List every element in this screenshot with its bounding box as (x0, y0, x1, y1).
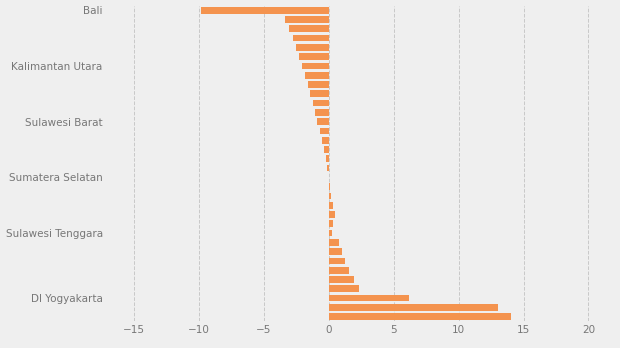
Bar (329, 248, 342, 255)
Bar (329, 258, 345, 264)
Bar (329, 193, 332, 199)
Bar (299, 53, 329, 60)
Bar (329, 295, 409, 301)
Bar (329, 276, 353, 283)
Bar (329, 211, 335, 218)
Bar (326, 156, 329, 162)
Bar (329, 202, 333, 208)
Bar (317, 118, 329, 125)
Bar (329, 267, 349, 274)
Bar (329, 304, 498, 311)
Bar (320, 128, 329, 134)
Bar (324, 146, 329, 153)
Bar (315, 109, 329, 116)
Bar (303, 63, 329, 69)
Bar (329, 285, 359, 292)
Bar (311, 90, 329, 97)
Bar (201, 7, 329, 14)
Bar (329, 239, 339, 246)
Bar (305, 72, 329, 79)
Bar (293, 35, 329, 41)
Bar (313, 100, 329, 106)
Bar (329, 313, 511, 320)
Bar (289, 25, 329, 32)
Bar (329, 221, 333, 227)
Bar (327, 165, 329, 172)
Bar (285, 16, 329, 23)
Bar (329, 230, 332, 236)
Bar (296, 44, 329, 51)
Bar (322, 137, 329, 144)
Bar (308, 81, 329, 88)
Bar (329, 183, 330, 190)
